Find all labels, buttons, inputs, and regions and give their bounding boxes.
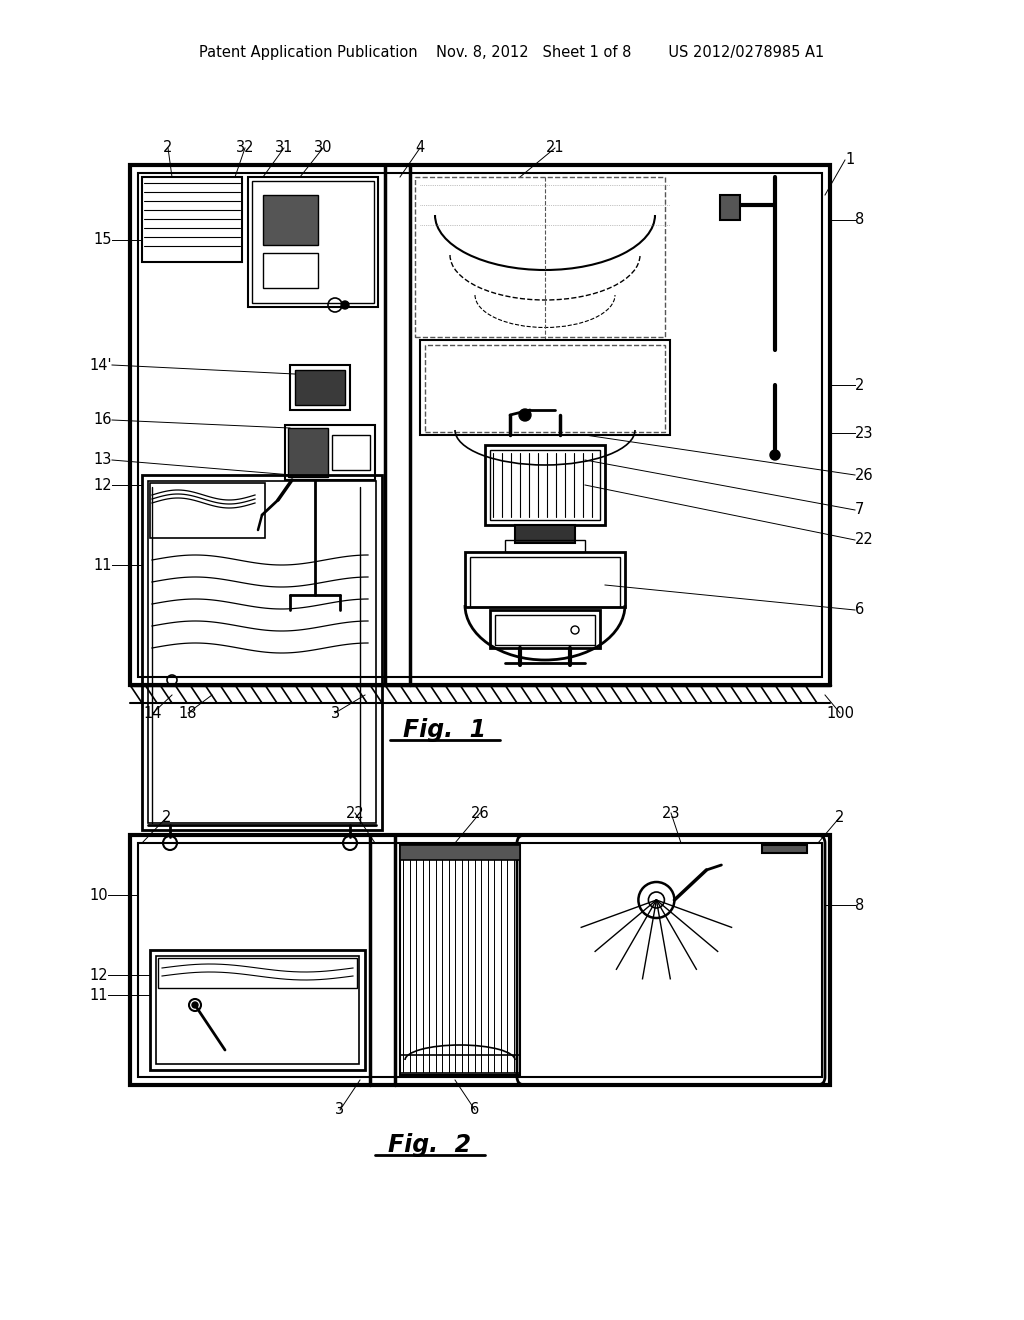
Bar [465, 552, 625, 607]
Bar [400, 1055, 520, 1073]
Text: Fig.  1: Fig. 1 [403, 718, 486, 742]
Text: 26: 26 [471, 805, 489, 821]
Text: 21: 21 [546, 140, 564, 156]
Text: 16: 16 [93, 412, 112, 428]
Bar [420, 341, 670, 436]
Text: 7: 7 [855, 503, 864, 517]
Bar [252, 181, 374, 304]
Bar [720, 195, 740, 220]
Text: 8: 8 [855, 213, 864, 227]
Circle shape [193, 1002, 198, 1008]
Text: 15: 15 [93, 232, 112, 248]
Bar [332, 436, 370, 470]
Text: 22: 22 [346, 805, 365, 821]
Bar [285, 425, 375, 480]
Text: Fig.  2: Fig. 2 [388, 1133, 472, 1158]
Bar [425, 345, 665, 432]
Bar [495, 615, 595, 645]
Text: 18: 18 [179, 705, 198, 721]
Text: 2: 2 [163, 140, 173, 156]
Bar [415, 177, 665, 337]
Bar [150, 950, 365, 1071]
Text: 26: 26 [855, 467, 873, 483]
Circle shape [770, 450, 780, 459]
Bar [142, 475, 382, 830]
Text: 1: 1 [845, 153, 854, 168]
Text: 23: 23 [662, 805, 680, 821]
Text: 11: 11 [89, 987, 108, 1002]
Bar [156, 956, 359, 1064]
Text: 4: 4 [416, 140, 425, 156]
Text: 8: 8 [855, 898, 864, 912]
Text: 2: 2 [836, 809, 845, 825]
Text: 2: 2 [163, 809, 172, 825]
Circle shape [341, 301, 349, 309]
Text: 12: 12 [93, 478, 112, 492]
Bar [400, 845, 520, 861]
Bar [263, 195, 318, 246]
Text: 2: 2 [855, 378, 864, 392]
Bar [400, 845, 520, 1074]
Text: 23: 23 [855, 425, 873, 441]
Text: 31: 31 [274, 140, 293, 156]
Bar [150, 483, 265, 539]
Bar [130, 836, 830, 1085]
Text: 32: 32 [236, 140, 254, 156]
Bar [158, 958, 357, 987]
Text: 22: 22 [855, 532, 873, 548]
Text: 3: 3 [336, 1102, 344, 1118]
Text: 14': 14' [89, 358, 112, 372]
Text: 100: 100 [826, 705, 854, 721]
Text: 6: 6 [470, 1102, 479, 1118]
Bar [130, 165, 830, 685]
Text: Patent Application Publication    Nov. 8, 2012   Sheet 1 of 8        US 2012/027: Patent Application Publication Nov. 8, 2… [200, 45, 824, 59]
Circle shape [519, 409, 531, 421]
Text: 6: 6 [855, 602, 864, 618]
Bar [290, 366, 350, 411]
Text: 10: 10 [89, 887, 108, 903]
Bar [148, 480, 376, 822]
Bar [505, 540, 585, 552]
Bar [248, 177, 378, 308]
Text: 3: 3 [331, 705, 340, 721]
Text: 11: 11 [93, 557, 112, 573]
Text: 30: 30 [313, 140, 332, 156]
Bar [470, 557, 620, 607]
Bar [138, 173, 822, 677]
Bar [142, 177, 242, 261]
Bar [490, 610, 600, 648]
Bar [490, 450, 600, 520]
Bar [515, 525, 575, 543]
Text: 13: 13 [93, 453, 112, 467]
Bar [762, 845, 807, 853]
Bar [263, 253, 318, 288]
Bar [288, 428, 328, 477]
Bar [485, 445, 605, 525]
Text: 12: 12 [89, 968, 108, 982]
Text: 14: 14 [143, 705, 162, 721]
Bar [138, 843, 822, 1077]
Bar [295, 370, 345, 405]
